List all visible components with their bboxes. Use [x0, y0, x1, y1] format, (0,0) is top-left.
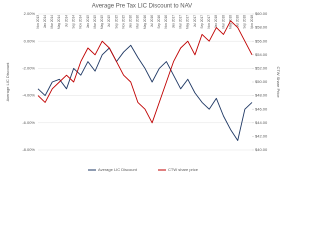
x-tick-label: Jul 2018	[236, 15, 240, 27]
y2-tick-label: $58.00	[255, 25, 268, 30]
x-tick-label: Mar 2018	[221, 15, 225, 29]
series-line	[37, 44, 253, 141]
x-tick-label: Sep 2018	[243, 15, 247, 29]
y2-tick-label: $56.00	[255, 38, 268, 43]
y-tick-label: -6.00%	[22, 120, 35, 125]
x-tick-label: Nov 2016	[164, 15, 168, 29]
chart: Average Pre Tax LIC Discount to NAV Aver…	[0, 0, 284, 177]
y2-tick-label: $48.00	[255, 93, 268, 98]
x-tick-label: May 2016	[143, 15, 147, 29]
y2-axis-label: CTW Share Price	[276, 66, 281, 98]
y-tick-label: 0.00%	[24, 38, 36, 43]
background	[0, 0, 284, 177]
y2-tick-label: $50.00	[255, 79, 268, 84]
y2-tick-label: $42.00	[255, 133, 268, 138]
y2-tick-label: $52.00	[255, 65, 268, 70]
y2-tick-label: $46.00	[255, 106, 268, 111]
x-tick-label: Sep 2017	[200, 15, 204, 29]
y2-tick-label: $44.00	[255, 120, 268, 125]
y-tick-label: -8.00%	[22, 147, 35, 152]
x-tick-label: Mar 2017	[179, 15, 183, 29]
series-line	[37, 20, 253, 124]
x-tick-label: Nov 2018	[250, 15, 254, 29]
x-tick-label: May 2017	[186, 15, 190, 29]
x-tick-label: Nov 2015	[121, 15, 125, 29]
x-tick-label: Jul 2017	[193, 15, 197, 27]
y-tick-label: -4.00%	[22, 93, 35, 98]
y-axis-label: Average LIC Discount	[5, 62, 10, 102]
x-tick-label: May 2015	[100, 15, 104, 29]
x-tick-label: Sep 2016	[157, 15, 161, 29]
x-tick-label: Sep 2014	[72, 15, 76, 29]
x-tick-label: Jan 2015	[86, 15, 90, 28]
x-tick-label: Jan 2018	[214, 15, 218, 28]
x-tick-label: Nov 2013	[36, 15, 40, 29]
x-tick-label: Jul 2014	[64, 15, 68, 27]
x-tick-label: Nov 2017	[207, 15, 211, 29]
x-tick-label: Jan 2017	[171, 15, 175, 28]
x-tick-label: May 2014	[57, 15, 61, 29]
x-tick-label: Mar 2015	[93, 15, 97, 29]
x-tick-label: Jul 2015	[107, 15, 111, 27]
y-tick-label: -2.00%	[22, 65, 35, 70]
x-tick-label: Nov 2014	[79, 15, 83, 29]
x-tick-label: Jan 2016	[129, 15, 133, 28]
y2-tick-label: $54.00	[255, 52, 268, 57]
legend-label: CTW share price	[168, 167, 199, 172]
y2-tick-label: $40.00	[255, 147, 268, 152]
x-tick-label: Jan 2014	[43, 15, 47, 28]
x-tick-label: Jul 2016	[150, 15, 154, 27]
y-tick-label: 2.00%	[24, 11, 36, 16]
chart-title: Average Pre Tax LIC Discount to NAV	[92, 4, 192, 10]
x-tick-label: Sep 2015	[114, 15, 118, 29]
x-tick-label: Mar 2016	[136, 15, 140, 29]
x-tick-label: Mar 2014	[50, 15, 54, 29]
legend-label: Average LIC Discount	[98, 167, 138, 172]
y2-tick-label: $60.00	[255, 11, 268, 16]
